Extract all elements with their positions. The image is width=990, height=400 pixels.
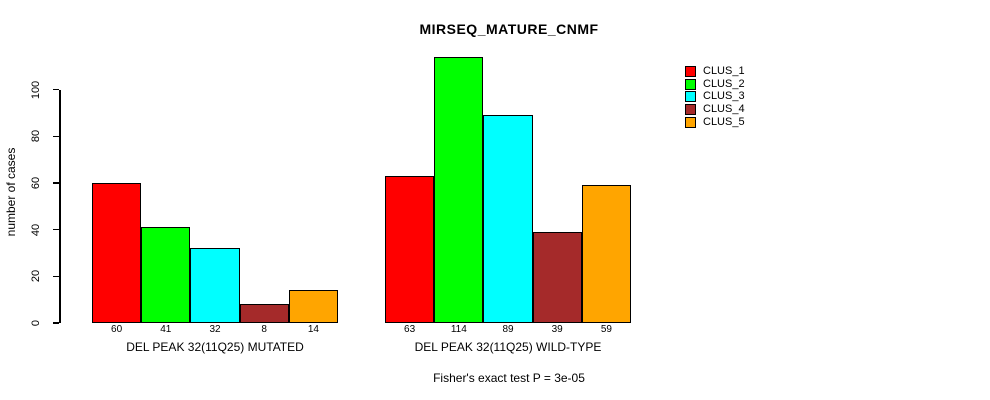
bar-clus_2-group2 (434, 57, 484, 323)
legend-item-clus_4: CLUS_4 (685, 103, 745, 116)
bar-clus_4-group1 (239, 304, 289, 323)
y-tick (53, 182, 59, 184)
bar-value-label: 63 (404, 324, 416, 335)
legend-swatch (685, 78, 696, 90)
bar-value-label: 32 (209, 324, 221, 335)
y-tick-label: 100 (30, 80, 42, 99)
bar-value-label: 89 (502, 324, 514, 335)
y-axis-label: number of cases (4, 147, 18, 237)
legend-item-clus_2: CLUS_2 (685, 77, 745, 90)
bar-value-label: 60 (111, 324, 123, 335)
y-tick-label: 80 (30, 130, 42, 143)
y-axis-line (59, 89, 61, 323)
fisher-test-annotation: Fisher's exact test P = 3e-05 (433, 371, 585, 385)
bar-clus_1-group2 (385, 176, 435, 323)
bar-value-label: 59 (600, 324, 612, 335)
x-group-label: DEL PEAK 32(11Q25) WILD-TYPE (414, 340, 602, 354)
legend-swatch (685, 104, 696, 116)
bar-clus_5-group2 (581, 185, 631, 323)
legend-item-clus_3: CLUS_3 (685, 90, 745, 103)
x-group-label: DEL PEAK 32(11Q25) MUTATED (126, 340, 304, 354)
bar-value-label: 14 (307, 324, 319, 335)
y-tick (53, 88, 59, 91)
bar-value-label: 39 (551, 324, 563, 335)
bar-value-label: 8 (261, 324, 267, 335)
y-tick (53, 228, 59, 231)
y-tick-label: 60 (30, 176, 42, 190)
bar-clus_4-group2 (532, 232, 582, 323)
y-tick (53, 322, 59, 324)
chart-title: MIRSEQ_MATURE_CNMF (419, 21, 599, 37)
legend-label: CLUS_3 (703, 90, 745, 103)
legend-item-clus_1: CLUS_1 (685, 66, 745, 77)
bar-clus_3-group2 (483, 115, 533, 323)
bar-clus_1-group1 (92, 183, 142, 323)
bar-clus_2-group1 (141, 227, 191, 323)
legend-label: CLUS_1 (703, 65, 745, 77)
legend-swatch (685, 91, 696, 103)
legend-label: CLUS_4 (703, 103, 745, 116)
legend-item-clus_5: CLUS_5 (685, 115, 745, 128)
legend-swatch (685, 116, 696, 128)
y-tick-label: 40 (30, 223, 42, 236)
legend-label: CLUS_5 (703, 115, 745, 128)
y-tick (53, 135, 59, 138)
y-tick-label: 0 (30, 319, 42, 327)
bar-clus_5-group1 (288, 290, 338, 323)
y-tick-label: 20 (30, 270, 42, 283)
y-tick (53, 275, 59, 278)
bar-value-label: 114 (450, 324, 467, 335)
bar-value-label: 41 (160, 324, 172, 335)
legend-swatch (685, 66, 696, 77)
bar-clus_3-group1 (190, 248, 240, 323)
legend-label: CLUS_2 (703, 77, 745, 90)
